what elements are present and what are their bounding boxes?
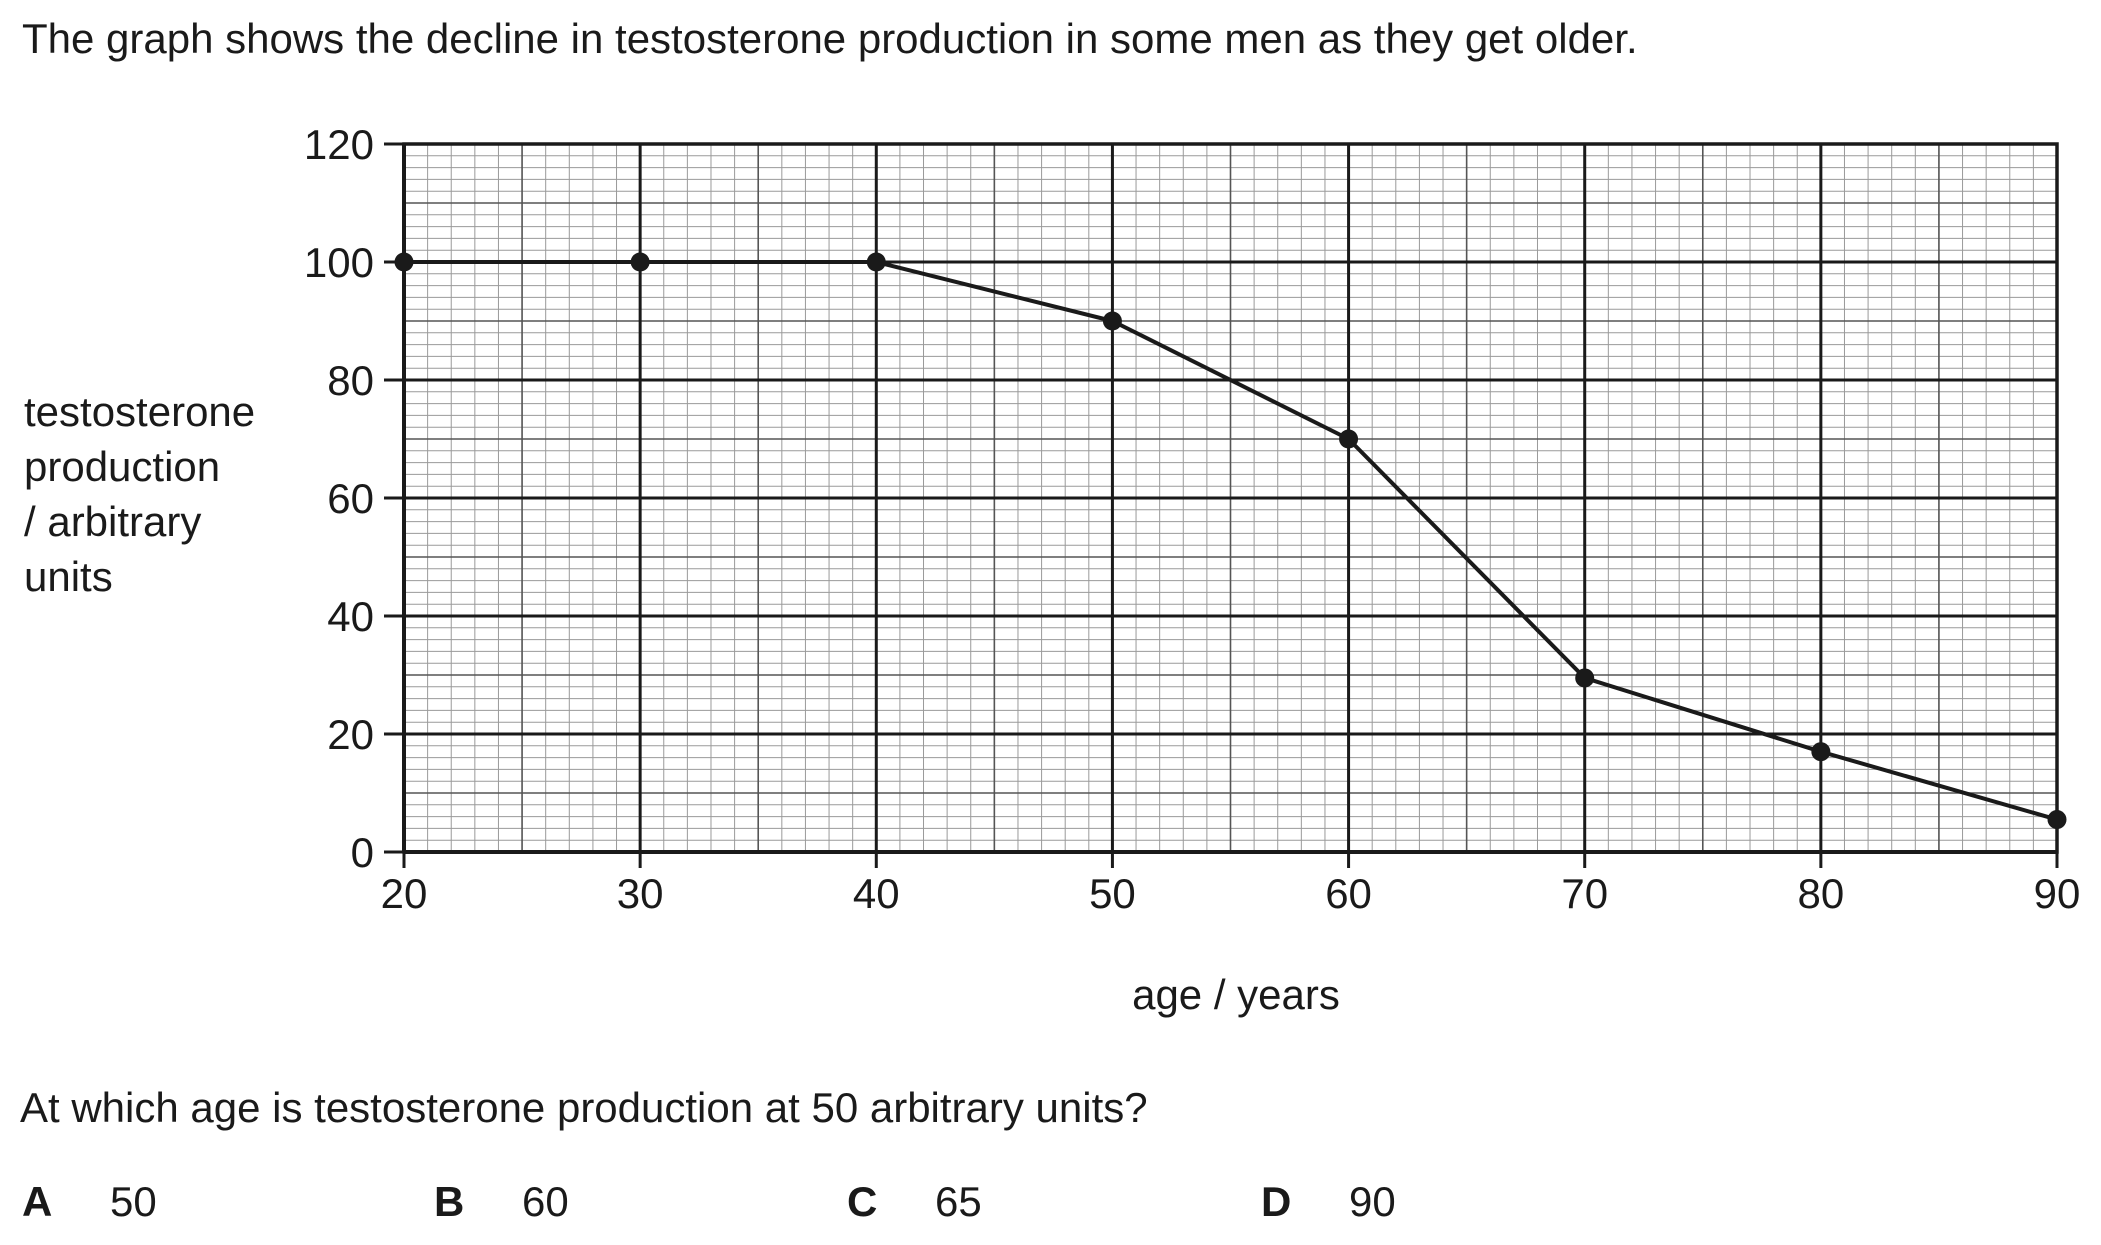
option-value: 90: [1349, 1178, 1396, 1225]
option-value: 65: [935, 1178, 982, 1225]
y-axis-label-line: / arbitrary: [24, 498, 201, 545]
x-axis-tick-labels: 20 30 40 50 60 70 80 90: [381, 870, 2081, 917]
x-tick-label: 80: [1797, 870, 1844, 917]
x-tick-label: 90: [2034, 870, 2081, 917]
y-tick-label: 120: [304, 121, 374, 168]
option-a[interactable]: A 50: [22, 1177, 157, 1227]
option-letter: A: [22, 1178, 53, 1225]
data-series: [394, 252, 2067, 830]
x-tick-label: 30: [617, 870, 664, 917]
option-letter: D: [1261, 1178, 1292, 1225]
data-point: [630, 252, 650, 272]
data-point: [1811, 742, 1831, 762]
x-tick-label: 40: [853, 870, 900, 917]
y-axis-label-line: units: [24, 553, 113, 600]
y-tick-label: 100: [304, 239, 374, 286]
data-point: [394, 252, 414, 272]
axes: [384, 142, 2059, 868]
y-axis-label: testosterone production / arbitrary units: [24, 388, 255, 600]
x-tick-label: 50: [1089, 870, 1136, 917]
option-b[interactable]: B 60: [434, 1177, 569, 1227]
option-value: 60: [522, 1178, 569, 1225]
option-d[interactable]: D 90: [1261, 1177, 1396, 1227]
question-text: At which age is testosterone production …: [20, 1084, 1148, 1131]
y-axis-label-line: testosterone: [24, 388, 255, 435]
data-point: [2047, 810, 2067, 830]
option-value: 50: [110, 1178, 157, 1225]
x-axis-label: age / years: [1132, 971, 1340, 1018]
x-tick-label: 60: [1325, 870, 1372, 917]
data-point: [1575, 668, 1595, 688]
intro-text: The graph shows the decline in testoster…: [22, 15, 1638, 62]
series-line: [404, 260, 2058, 822]
x-tick-label: 20: [381, 870, 428, 917]
y-axis-tick-labels: 0 20 40 60 80 100 120: [304, 121, 374, 876]
option-letter: C: [847, 1178, 878, 1225]
y-tick-label: 60: [327, 475, 374, 522]
y-tick-label: 20: [327, 711, 374, 758]
y-tick-label: 0: [351, 829, 374, 876]
y-tick-label: 80: [327, 357, 374, 404]
option-c[interactable]: C 65: [847, 1177, 982, 1227]
data-point: [1339, 429, 1359, 449]
option-letter: B: [434, 1178, 465, 1225]
y-axis-label-line: production: [24, 443, 220, 490]
y-tick-label: 40: [327, 593, 374, 640]
x-tick-label: 70: [1561, 870, 1608, 917]
data-point: [866, 252, 886, 272]
data-point: [1102, 311, 1122, 331]
